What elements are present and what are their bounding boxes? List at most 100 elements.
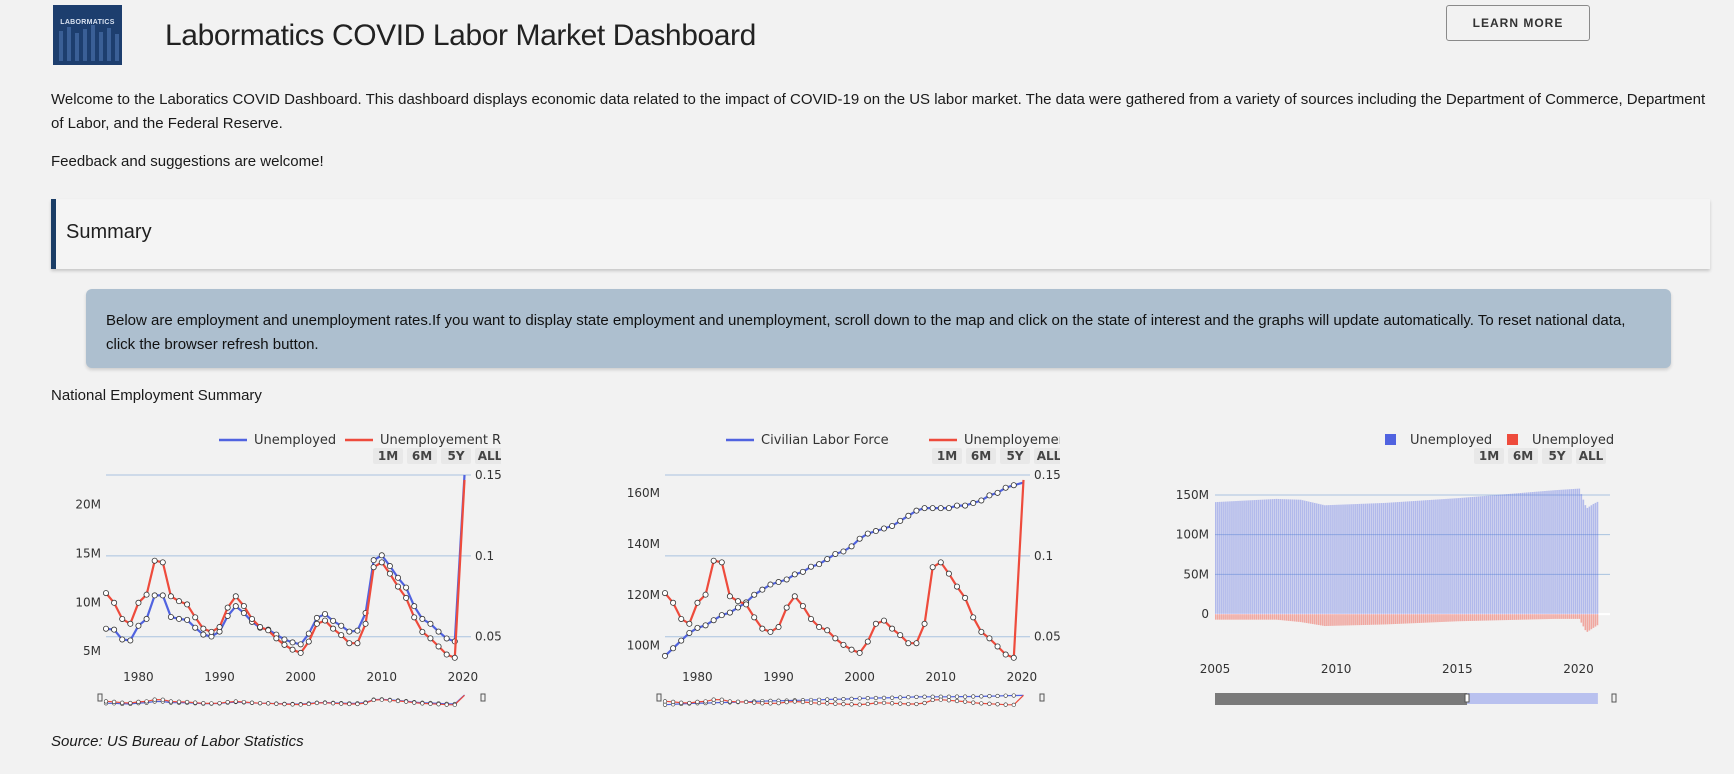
bar-unemployed-negative xyxy=(1475,614,1478,621)
x-tick: 2010 xyxy=(1321,662,1352,676)
bar-unemployed-negative xyxy=(1511,614,1514,620)
data-point xyxy=(726,593,733,600)
chart-unemployed-bars[interactable]: Unemployed Unemployed 1M 6M 5Y ALL 0 50M 100M 150… xyxy=(1160,425,1620,715)
bar-unemployed-negative xyxy=(1548,614,1550,620)
bar-unemployed xyxy=(1307,501,1310,615)
range-button-6m[interactable]: 6M xyxy=(407,448,437,464)
data-point xyxy=(176,615,183,622)
range-slider-handle-right[interactable] xyxy=(1611,693,1617,703)
slider-point xyxy=(662,699,668,704)
chart-unemployed[interactable]: Unemployed Unemployement Rate1M 6M 5Y ALL 0.0… xyxy=(51,425,501,715)
bar-unemployed-negative xyxy=(1562,614,1564,619)
bar-unemployed xyxy=(1281,499,1284,615)
bar-unemployed xyxy=(1309,502,1312,615)
bar-unemployed-negative xyxy=(1324,614,1326,627)
bar-unemployed-negative xyxy=(1315,614,1318,625)
y-left-tick: 10M xyxy=(75,595,101,609)
data-point xyxy=(313,614,320,621)
slider-point xyxy=(282,702,287,707)
bar-unemployed-negative xyxy=(1447,614,1449,622)
range-button-6m[interactable]: 6M xyxy=(966,448,996,464)
svg-text:6M: 6M xyxy=(1513,449,1533,463)
bar-unemployed-negative xyxy=(1586,614,1589,632)
bar-unemployed-negative xyxy=(1519,614,1522,620)
data-point xyxy=(880,617,887,624)
bar-unemployed xyxy=(1285,499,1288,615)
data-point xyxy=(759,586,766,593)
legend-label: Unemployement Rate xyxy=(380,433,501,448)
bar-unemployed xyxy=(1542,491,1544,615)
data-point xyxy=(208,628,215,635)
data-point xyxy=(751,591,758,598)
bar-unemployed-negative xyxy=(1481,614,1484,621)
bar-unemployed xyxy=(1455,498,1457,615)
bar-unemployed-negative xyxy=(1340,614,1342,626)
bar-unemployed-negative xyxy=(1311,614,1314,625)
slider-point xyxy=(687,700,692,706)
chart-labor-force[interactable]: Civilian Labor Force Unemployement Rate 1M… xyxy=(610,425,1060,715)
data-point xyxy=(913,507,920,514)
slider-point xyxy=(128,700,133,706)
learn-more-button[interactable]: LEARN MORE xyxy=(1446,5,1590,41)
bar-unemployed xyxy=(1346,504,1348,615)
slider-point xyxy=(930,697,935,703)
range-button-1m[interactable]: 1M xyxy=(1474,448,1504,464)
range-slider-handle-left[interactable] xyxy=(656,693,662,702)
range-button-1m[interactable]: 1M xyxy=(373,448,403,464)
bar-unemployed xyxy=(1410,501,1413,615)
bar-unemployed xyxy=(1358,503,1360,615)
bar-unemployed xyxy=(1352,504,1354,615)
bar-unemployed-negative xyxy=(1309,614,1312,624)
bar-unemployed xyxy=(1457,498,1459,615)
range-button-1m[interactable]: 1M xyxy=(932,448,962,464)
bar-unemployed-negative xyxy=(1289,614,1292,622)
data-point xyxy=(670,645,677,652)
bar-unemployed-negative xyxy=(1400,614,1403,624)
bar-unemployed xyxy=(1467,497,1470,615)
slider-point xyxy=(193,700,198,705)
range-button-5y[interactable]: 5Y xyxy=(1000,448,1030,464)
slider-point xyxy=(1011,702,1016,707)
data-point xyxy=(427,635,434,642)
bar-unemployed xyxy=(1453,498,1455,615)
range-button-all[interactable]: ALL xyxy=(475,448,501,464)
bar-unemployed-negative xyxy=(1378,614,1381,625)
slider-point xyxy=(995,702,1000,707)
bar-unemployed-negative xyxy=(1350,614,1352,626)
bar-unemployed-negative xyxy=(1285,614,1288,621)
bar-unemployed xyxy=(1354,504,1356,615)
bar-unemployed-negative xyxy=(1491,614,1494,621)
bar-unemployed-negative xyxy=(1253,614,1255,620)
bar-unemployed-negative xyxy=(1348,614,1350,626)
range-slider-handle-right[interactable] xyxy=(1039,693,1045,702)
range-slider-handle-left[interactable] xyxy=(1464,693,1470,703)
bar-unemployed-negative xyxy=(1451,614,1453,622)
range-button-5y[interactable]: 5Y xyxy=(441,448,471,464)
bar-unemployed-negative xyxy=(1554,614,1556,619)
data-point xyxy=(403,584,410,591)
bar-unemployed xyxy=(1328,505,1330,615)
bar-unemployed xyxy=(1554,490,1556,615)
range-slider-handle-right[interactable] xyxy=(480,693,486,702)
range-button-all[interactable]: ALL xyxy=(1034,448,1060,464)
bar-unemployed xyxy=(1289,499,1292,615)
bar-unemployed xyxy=(1564,489,1566,615)
bar-unemployed xyxy=(1469,497,1472,615)
bar-unemployed-negative xyxy=(1396,614,1399,624)
range-button-6m[interactable]: 6M xyxy=(1508,448,1538,464)
bar-unemployed-negative xyxy=(1423,614,1425,623)
svg-text:6M: 6M xyxy=(971,449,991,463)
bar-unemployed xyxy=(1223,501,1225,615)
slider-point xyxy=(233,699,238,704)
range-button-5y[interactable]: 5Y xyxy=(1542,448,1572,464)
data-point xyxy=(775,624,782,631)
bar-unemployed-negative xyxy=(1427,614,1429,623)
range-button-all[interactable]: ALL xyxy=(1576,448,1606,464)
slider-point xyxy=(1011,693,1016,698)
slider-point xyxy=(452,702,457,707)
slider-point xyxy=(922,700,927,706)
range-slider-handle-left[interactable] xyxy=(97,693,103,702)
bar-unemployed-negative xyxy=(1261,614,1264,620)
data-point xyxy=(783,604,790,611)
bar-unemployed xyxy=(1596,501,1599,615)
